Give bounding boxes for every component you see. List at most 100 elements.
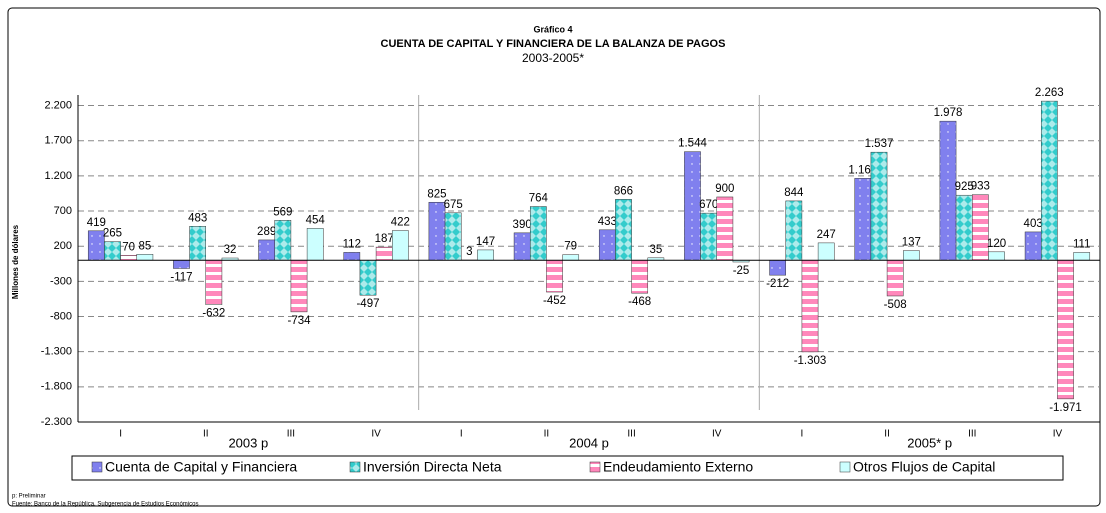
- legend-label: Cuenta de Capital y Financiera: [105, 459, 297, 475]
- chart-title: CUENTA DE CAPITAL Y FINANCIERA DE LA BAL…: [381, 38, 726, 50]
- y-tick-label: -1.300: [41, 346, 72, 358]
- data-label: -212: [766, 278, 789, 290]
- data-label: 764: [529, 193, 549, 205]
- bar: [1074, 252, 1090, 260]
- data-label: 1.544: [678, 138, 707, 150]
- data-label: 137: [902, 237, 921, 249]
- data-label: -508: [884, 299, 907, 311]
- y-tick-label: 700: [54, 205, 72, 217]
- y-tick-label: 1.200: [44, 170, 72, 182]
- note: p: Preliminar: [12, 494, 46, 500]
- bar: [445, 213, 461, 260]
- bar: [615, 199, 631, 260]
- x-tick-label: I: [119, 429, 122, 440]
- x-tick-label: III: [287, 429, 295, 440]
- y-tick-label: -800: [50, 310, 72, 322]
- bar: [275, 220, 291, 260]
- data-label: 569: [273, 206, 292, 218]
- data-label: -25: [733, 265, 750, 277]
- chart-kicker: Gráfico 4: [533, 24, 572, 34]
- bar: [855, 178, 871, 260]
- data-label: 390: [513, 219, 532, 231]
- y-tick-label: -2.300: [41, 416, 72, 428]
- data-label: -1.971: [1049, 402, 1082, 414]
- x-tick-label: II: [884, 429, 890, 440]
- x-tick-label: I: [460, 429, 463, 440]
- data-label: -1.303: [794, 355, 827, 367]
- bar: [1041, 101, 1057, 260]
- data-label: 1.537: [865, 138, 894, 150]
- y-axis-label: Millones de dólares: [11, 224, 20, 299]
- y-tick-label: 2.200: [44, 99, 72, 111]
- bar: [903, 251, 919, 261]
- bar: [701, 213, 717, 260]
- x-tick-label: II: [203, 429, 209, 440]
- data-label: -497: [356, 298, 379, 310]
- data-label: 483: [188, 212, 207, 224]
- bar: [291, 260, 307, 312]
- bar: [104, 242, 120, 261]
- data-label: 79: [564, 241, 577, 253]
- legend-swatch: [840, 462, 850, 472]
- data-label: 675: [444, 199, 463, 211]
- x-tick-label: IV: [1053, 429, 1063, 440]
- bar: [360, 260, 376, 295]
- group-label: 2004 p: [569, 435, 609, 450]
- bar: [429, 202, 445, 260]
- bar: [802, 260, 818, 352]
- bar: [887, 260, 903, 296]
- bar: [514, 233, 530, 260]
- data-label: 35: [649, 244, 662, 256]
- legend-label: Otros Flujos de Capital: [853, 459, 995, 475]
- legend-swatch: [590, 462, 600, 472]
- data-label: 454: [306, 214, 326, 226]
- x-tick-label: III: [627, 429, 635, 440]
- y-tick-label: -1.800: [41, 381, 72, 393]
- bar: [546, 260, 562, 292]
- data-label: -468: [628, 296, 651, 308]
- data-label: -632: [202, 308, 225, 320]
- legend-swatch: [350, 462, 360, 472]
- data-label: 247: [817, 229, 836, 241]
- bar: [376, 247, 392, 260]
- bar: [786, 201, 802, 260]
- x-tick-label: II: [544, 429, 550, 440]
- bar: [344, 252, 360, 260]
- y-tick-label: 1.700: [44, 135, 72, 147]
- bar: [477, 250, 493, 260]
- group-label: 2005* p: [907, 435, 952, 450]
- data-label: 147: [476, 236, 495, 248]
- bar: [137, 254, 153, 260]
- data-label: 433: [598, 216, 617, 228]
- bar: [307, 228, 323, 260]
- x-tick-label: I: [801, 429, 804, 440]
- bar: [632, 260, 648, 293]
- legend-label: Inversión Directa Neta: [363, 459, 502, 475]
- bar: [121, 255, 137, 260]
- x-tick-label: IV: [371, 429, 381, 440]
- y-tick-label: -300: [50, 275, 72, 287]
- bar: [988, 252, 1004, 260]
- data-label: 866: [614, 185, 633, 197]
- bar: [259, 240, 275, 260]
- data-label: 1.978: [934, 107, 963, 119]
- data-label: -734: [287, 315, 311, 327]
- bar: [530, 207, 546, 261]
- data-label: 900: [715, 183, 734, 195]
- data-label: 403: [1024, 218, 1043, 230]
- data-label: 111: [1073, 238, 1090, 250]
- data-label: 289: [257, 226, 276, 238]
- x-tick-label: III: [968, 429, 976, 440]
- data-label: 120: [987, 238, 1006, 250]
- data-label: 2.263: [1035, 87, 1064, 99]
- chart-subtitle: 2003-2005*: [522, 51, 584, 65]
- data-label: 112: [343, 238, 361, 250]
- legend-swatch: [92, 462, 102, 472]
- data-label: 70: [122, 241, 135, 253]
- bar: [956, 195, 972, 260]
- data-label: 265: [103, 228, 122, 240]
- note: Fuente: Banco de la República, Subgerenc…: [12, 502, 198, 508]
- bar: [1057, 260, 1073, 399]
- y-tick-label: 200: [54, 240, 72, 252]
